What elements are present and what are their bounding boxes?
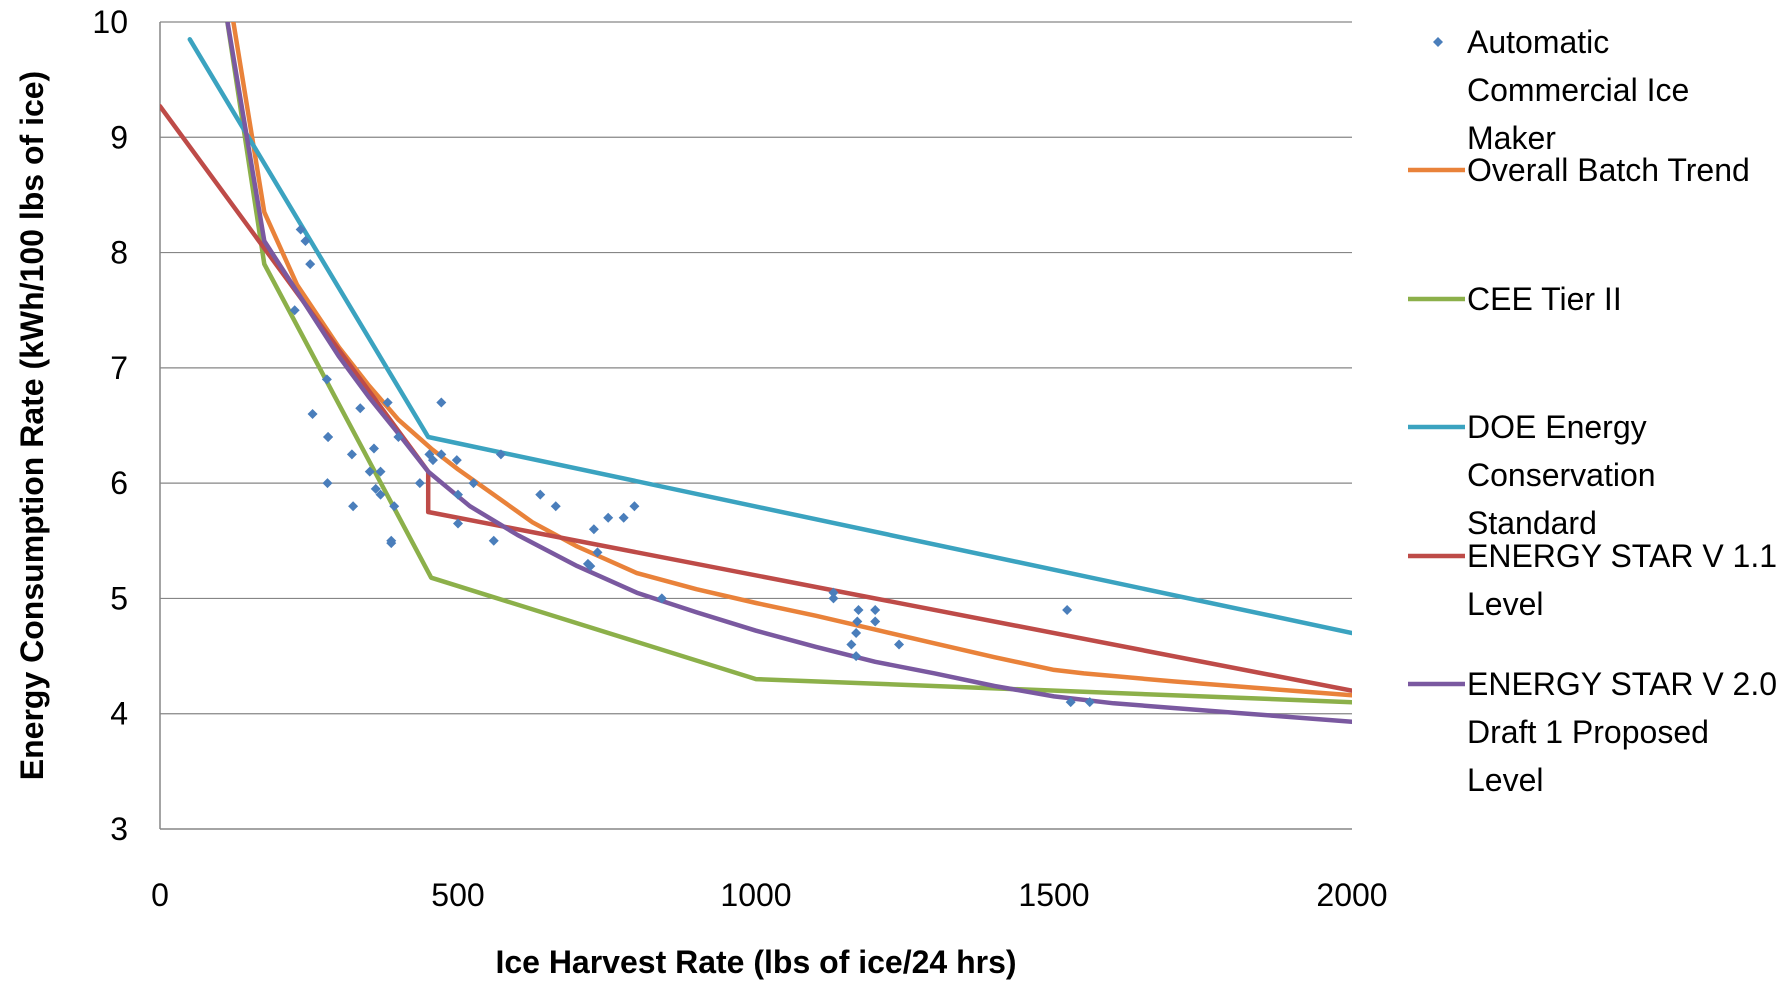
scatter-point xyxy=(355,403,366,414)
scatter-point xyxy=(1062,604,1073,615)
scatter-point xyxy=(300,236,311,247)
scatter-point xyxy=(870,616,881,627)
scatter-point xyxy=(453,518,463,529)
scatter-point xyxy=(414,478,425,489)
scatter-point xyxy=(346,449,357,460)
scatter-point xyxy=(436,449,447,460)
scatter-point xyxy=(588,524,599,535)
legend-label: CEE Tier II xyxy=(1467,281,1622,317)
scatter-point xyxy=(289,305,300,316)
scatter-point xyxy=(364,466,375,477)
scatter-point xyxy=(488,535,499,546)
scatter-point xyxy=(382,397,393,408)
scatter-point xyxy=(535,489,546,500)
x-tick-label: 0 xyxy=(151,877,169,913)
scatter-point xyxy=(656,593,667,604)
series-line-doe-energy-conservation-standard xyxy=(187,37,1352,636)
scatter-point xyxy=(393,432,404,443)
scatter-point xyxy=(427,455,438,466)
scatter-point xyxy=(386,538,397,549)
legend-label: Conservation xyxy=(1467,457,1656,493)
legend-label: Level xyxy=(1467,586,1544,622)
legend-item: Automatic Commercial Ice Maker xyxy=(1433,24,1689,156)
legend-item: ENERGY STAR V 1.1 Level xyxy=(1408,538,1777,622)
scatter-point xyxy=(828,593,839,604)
legend-label: Draft 1 Proposed xyxy=(1467,714,1709,750)
y-tick-label: 9 xyxy=(110,119,128,155)
scatter-point xyxy=(322,478,333,489)
scatter-point xyxy=(389,501,400,512)
scatter-point xyxy=(375,489,386,500)
legend-label: Maker xyxy=(1467,120,1556,156)
legend-item: CEE Tier II xyxy=(1408,281,1622,317)
x-tick-label: 500 xyxy=(431,877,484,913)
legend-label: ENERGY STAR V 1.1 xyxy=(1467,538,1777,574)
scatter-point xyxy=(629,501,640,512)
scatter-point xyxy=(323,432,334,443)
scatter-point xyxy=(1084,697,1095,708)
series-line-cee-tier-ii xyxy=(225,22,1352,705)
x-axis-title: Ice Harvest Rate (lbs of ice/24 hrs) xyxy=(495,944,1016,980)
scatter-point xyxy=(305,259,316,270)
legend-label: DOE Energy xyxy=(1467,409,1647,445)
legend-label: Commercial Ice xyxy=(1467,72,1689,108)
scatter-point xyxy=(870,604,881,615)
scatter-point xyxy=(348,501,359,512)
scatter-point xyxy=(550,501,561,512)
scatter-point xyxy=(618,512,629,523)
scatter-point xyxy=(1065,697,1076,708)
y-axis-title: Energy Consumption Rate (kWh/100 lbs of … xyxy=(14,71,50,780)
scatter-point xyxy=(603,512,614,523)
scatter-point xyxy=(368,443,379,454)
scatter-point xyxy=(828,587,839,598)
scatter-point xyxy=(453,489,463,500)
legend-item: Overall Batch Trend xyxy=(1408,152,1750,188)
scatter-point xyxy=(451,455,462,466)
scatter-point xyxy=(852,616,863,627)
scatter-point xyxy=(853,604,864,615)
gridlines xyxy=(160,21,1352,715)
y-tick-label: 6 xyxy=(110,465,128,501)
series-line-energy-star-v-2-0-draft-1-proposed-level xyxy=(225,22,1352,725)
scatter-point xyxy=(592,547,603,558)
legend-label: Automatic xyxy=(1467,24,1609,60)
scatter-point xyxy=(307,408,318,419)
scatter-point xyxy=(851,628,862,639)
scatter-point xyxy=(436,397,447,408)
scatter-point xyxy=(468,478,479,489)
legend-label: Standard xyxy=(1467,505,1597,541)
y-tick-label: 3 xyxy=(110,811,128,847)
scatter-point xyxy=(894,639,905,650)
x-tick-label: 1000 xyxy=(720,877,791,913)
scatter-point xyxy=(370,483,381,494)
x-tick-label: 1500 xyxy=(1018,877,1089,913)
axes xyxy=(159,22,1352,830)
legend-item: DOE Energy Conservation Standard xyxy=(1408,409,1656,541)
y-tick-label: 4 xyxy=(110,696,128,732)
y-tick-label: 7 xyxy=(110,350,128,386)
scatter-point xyxy=(295,224,306,235)
plot-area xyxy=(160,22,1352,725)
scatter-point xyxy=(846,639,857,650)
y-tick-label: 10 xyxy=(92,4,128,40)
y-tick-label: 8 xyxy=(110,235,128,271)
scatter-point xyxy=(851,651,862,662)
legend-label: Overall Batch Trend xyxy=(1467,152,1750,188)
scatter-point xyxy=(495,449,506,460)
series-line-overall-batch-trend xyxy=(231,22,1352,698)
legend-label: Level xyxy=(1467,762,1544,798)
x-tick-label: 2000 xyxy=(1316,877,1387,913)
legend-label: ENERGY STAR V 2.0 xyxy=(1467,666,1777,702)
legend-item: ENERGY STAR V 2.0 Draft 1 Proposed Level xyxy=(1408,666,1777,798)
y-tick-label: 5 xyxy=(110,580,128,616)
scatter-point xyxy=(375,466,386,477)
tick-labels: 3 4 5 6 7 8 9 10 0 500 1000 1500 2000 xyxy=(92,4,1387,913)
scatter-point xyxy=(585,561,596,572)
legend-marker xyxy=(1433,37,1443,47)
scatter-point xyxy=(321,374,332,385)
